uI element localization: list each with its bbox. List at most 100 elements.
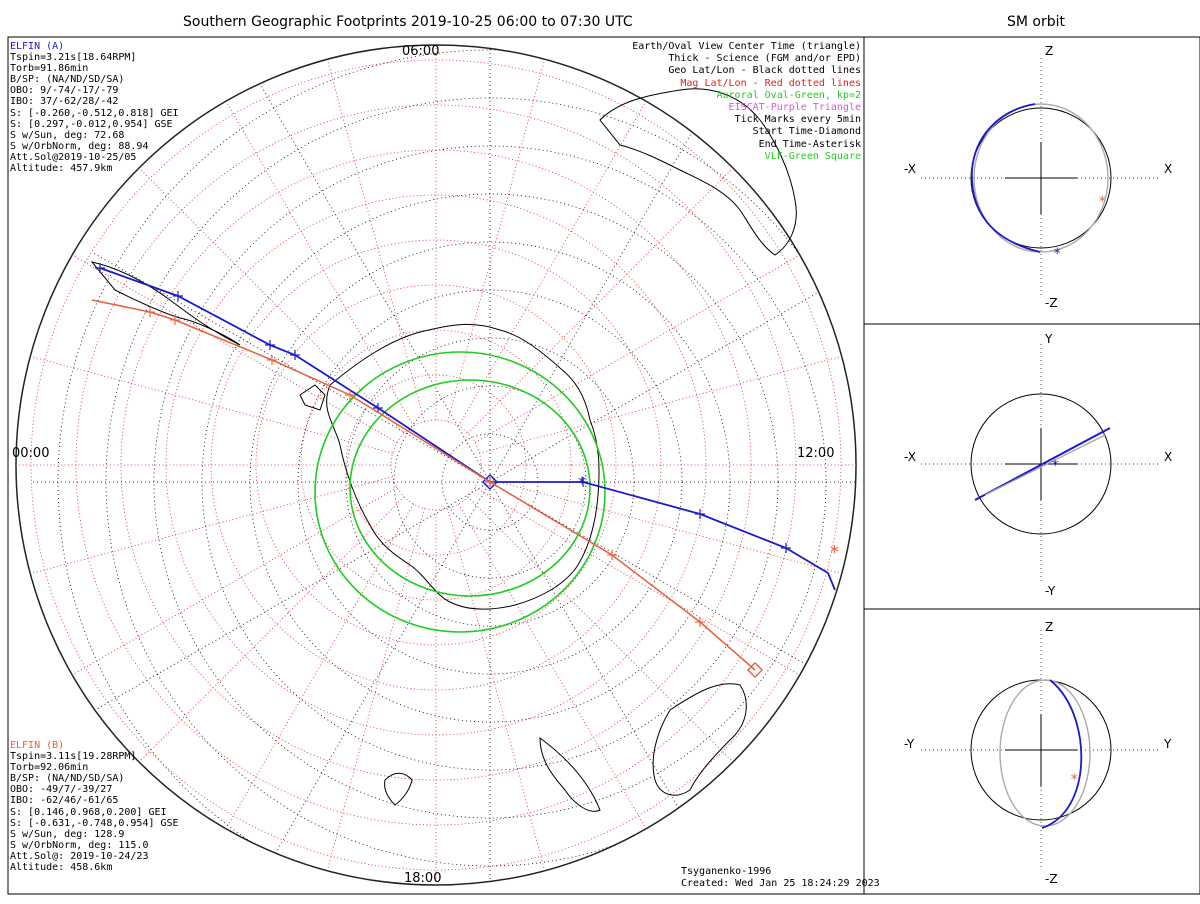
elfin-a-line: Altitude: 457.9km bbox=[10, 163, 113, 175]
elfin-b-line: Torb=92.06min bbox=[10, 762, 89, 774]
legend-item: End Time-Asterisk bbox=[758, 138, 861, 150]
orbit1-left-axis: -X bbox=[904, 162, 916, 176]
elfin-a-line: S w/OrbNorm, deg: 88.94 bbox=[10, 140, 149, 152]
geo-lon-line bbox=[91, 251, 491, 483]
elfin-a-orbit-end: * bbox=[1051, 458, 1059, 474]
elfin-a-line: OBO: 9/-74/-17/-79 bbox=[10, 85, 119, 97]
orbit3-bottom-axis: -Z bbox=[1045, 872, 1058, 886]
orbit-earth-circle bbox=[970, 393, 1112, 535]
orbit3-left-axis: -Y bbox=[904, 737, 915, 751]
elfin-b-end-asterisk: * bbox=[830, 542, 839, 563]
mag-lon-line bbox=[458, 92, 652, 427]
orbit1-top-axis: Z bbox=[1045, 44, 1054, 58]
orbit2-top-axis: Y bbox=[1045, 332, 1053, 346]
elfin-a-end-asterisk: * bbox=[578, 473, 586, 492]
coastline-island bbox=[384, 772, 413, 806]
mag-lon-line bbox=[447, 508, 548, 881]
elfin-b-start-diamond bbox=[746, 661, 764, 679]
elfin-a-orbit-end: * bbox=[1053, 246, 1061, 262]
geo-lon-line bbox=[489, 83, 721, 483]
orbit2-bottom-axis: -Y bbox=[1045, 584, 1056, 598]
orbit-panel-yz-frame bbox=[863, 608, 1200, 895]
orbit1-right-axis: X bbox=[1164, 162, 1173, 176]
mag-lon-line bbox=[458, 503, 652, 838]
elfin-b-line: IBO: -62/46/-61/65 bbox=[10, 795, 119, 807]
legend-item: Thick - Science (FGM and/or EPD) bbox=[668, 53, 861, 65]
elfin-b-line: Att.Sol@: 2019-10-24/23 bbox=[10, 850, 149, 862]
elfin-b-orbit-end: * bbox=[1070, 772, 1078, 788]
mag-lon-line bbox=[20, 476, 393, 577]
elfin-b-line: S w/OrbNorm, deg: 115.0 bbox=[10, 839, 149, 851]
auroral-oval-outer bbox=[314, 351, 606, 633]
created-label: Created: Wed Jan 25 18:24:29 2023 bbox=[681, 878, 880, 889]
mag-lon-line bbox=[220, 503, 414, 838]
auroral-oval-inner bbox=[349, 379, 591, 597]
mag-lat-circle bbox=[255, 284, 617, 646]
orbit2-left-axis: -X bbox=[904, 450, 916, 464]
mag-lat-circle bbox=[300, 329, 572, 601]
mlt-label-top: 06:00 bbox=[402, 44, 440, 59]
mag-lon-line bbox=[479, 353, 852, 454]
elfin-a-line: S: [0.297,-0.012,0.954] GSE bbox=[10, 118, 173, 130]
mag-lon-line bbox=[467, 496, 741, 770]
elfin-a-info: ELFIN (A) Tspin=3.21s[18.64RPM] Torb=91.… bbox=[10, 41, 179, 174]
geo-lon-line bbox=[259, 481, 491, 881]
legend-item: Mag Lat/Lon - Red dotted lines bbox=[680, 77, 861, 89]
mag-lon-line bbox=[20, 353, 393, 454]
orbit-plots: * * * * bbox=[921, 58, 1161, 870]
coastline-new-zealand bbox=[539, 737, 601, 812]
legend: Earth/Oval View Center Time (triangle) T… bbox=[632, 41, 861, 163]
legend-item: Earth/Oval View Center Time (triangle) bbox=[632, 41, 861, 52]
coastline-antarctica bbox=[326, 323, 600, 610]
elfin-a-line: IBO: 37/-62/28/-42 bbox=[10, 96, 119, 108]
orbit2-right-axis: X bbox=[1164, 450, 1173, 464]
legend-item: Geo Lat/Lon - Black dotted lines bbox=[668, 65, 861, 77]
mag-lon-line bbox=[474, 249, 809, 443]
mag-lon-line bbox=[474, 487, 809, 681]
orbit1-bottom-axis: -Z bbox=[1045, 296, 1058, 310]
elfin-b-line: S: [0.146,0.968,0.200] GEI bbox=[10, 806, 167, 818]
elfin-b-line: S w/Sun, deg: 128.9 bbox=[10, 828, 125, 840]
mag-lon-line bbox=[131, 160, 405, 434]
elfin-b-orbit bbox=[999, 679, 1091, 827]
mag-lon-line bbox=[467, 160, 741, 434]
elfin-a-line: Torb=91.86min bbox=[10, 63, 89, 75]
coastline-peninsula bbox=[299, 384, 326, 411]
elfin-b-line: S: [-0.631,-0.748,0.954] GSE bbox=[10, 817, 179, 829]
mag-lon-line bbox=[324, 49, 425, 422]
geo-lon-line bbox=[259, 83, 491, 483]
legend-item: VLF-Green Square bbox=[764, 150, 861, 162]
mag-lat-circle bbox=[390, 419, 482, 511]
legend-item: EISCAT-Purple Triangle bbox=[728, 102, 861, 114]
orbit3-right-axis: Y bbox=[1164, 737, 1172, 751]
elfin-b-line: B/SP: (NA/ND/SD/SA) bbox=[10, 773, 125, 785]
elfin-a-orbit bbox=[1041, 679, 1083, 829]
orbit-panel-xz-frame bbox=[863, 36, 1200, 325]
mag-lon-line bbox=[479, 476, 852, 577]
coastline-tasmania bbox=[652, 683, 747, 796]
orbit-title: SM orbit bbox=[1007, 14, 1066, 30]
elfin-b-line: Tspin=3.11s[19.28RPM] bbox=[10, 751, 137, 763]
mlt-label-left: 00:00 bbox=[12, 446, 50, 461]
elfin-b-orbit bbox=[984, 434, 1106, 496]
polar-map: ** bbox=[15, 44, 857, 886]
elfin-b-orbit bbox=[973, 103, 1109, 253]
mlt-label-bottom: 18:00 bbox=[404, 871, 442, 886]
elfin-a-orbit bbox=[971, 103, 1041, 253]
mag-lat-circle bbox=[345, 374, 527, 556]
mag-lat-circle bbox=[30, 59, 842, 871]
orbit3-top-axis: Z bbox=[1045, 620, 1054, 634]
elfin-b-track bbox=[91, 299, 756, 671]
legend-item: Auroral Oval-Green, kp=2 bbox=[716, 89, 862, 101]
geo-lon-line bbox=[489, 481, 721, 881]
legend-item: Tick Marks every 5min bbox=[734, 114, 861, 126]
elfin-b-orbit-end: * bbox=[1098, 194, 1106, 210]
orbit-panel-xy-frame bbox=[863, 323, 1200, 610]
geo-lon-line bbox=[489, 251, 856, 483]
mag-lon-line bbox=[220, 92, 414, 427]
elfin-a-line: Tspin=3.21s[18.64RPM] bbox=[10, 52, 137, 64]
mlt-label-right: 12:00 bbox=[797, 446, 835, 461]
coastline-africa bbox=[599, 88, 797, 256]
mag-lon-line bbox=[447, 49, 548, 422]
